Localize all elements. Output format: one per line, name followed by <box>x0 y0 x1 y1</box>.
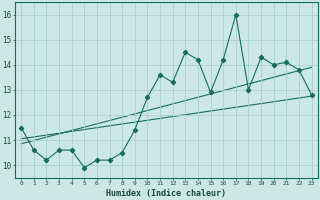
X-axis label: Humidex (Indice chaleur): Humidex (Indice chaleur) <box>106 189 226 198</box>
